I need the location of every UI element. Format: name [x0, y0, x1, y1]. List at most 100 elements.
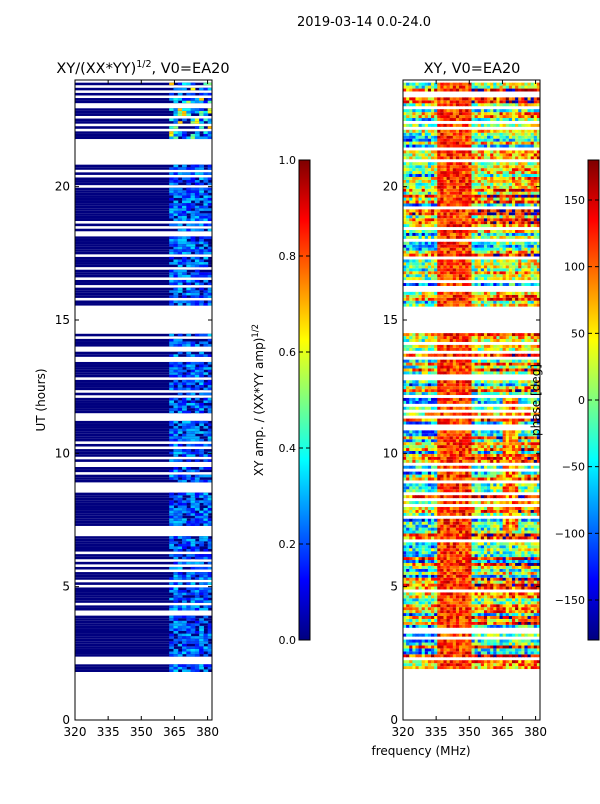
phase-cell — [500, 483, 504, 486]
phase-cell — [490, 592, 494, 595]
phase-cell — [419, 613, 423, 616]
phase-cell — [481, 607, 485, 610]
phase-cell — [518, 466, 522, 469]
phase-cell — [415, 371, 419, 374]
phase-cell — [528, 613, 532, 616]
phase-cell — [465, 380, 469, 383]
phase-cell — [478, 510, 482, 513]
phase-cell — [434, 472, 438, 475]
amp-cell — [186, 475, 191, 478]
phase-cell — [462, 619, 466, 622]
phase-cell — [437, 457, 441, 460]
phase-cell — [493, 575, 497, 578]
phase-cell — [534, 531, 538, 534]
amp-cell — [178, 459, 183, 462]
phase-cell — [509, 575, 513, 578]
phase-cell — [472, 386, 476, 389]
amp-cell — [203, 93, 208, 96]
phase-cell — [403, 607, 407, 610]
phase-cell — [484, 643, 488, 646]
phase-cell — [422, 663, 426, 666]
phase-cell — [447, 598, 451, 601]
phase-cell — [431, 625, 435, 628]
amp-cell — [178, 249, 183, 252]
phase-cell — [453, 660, 457, 663]
phase-cell — [531, 584, 535, 587]
amp-cell — [182, 434, 187, 437]
phase-cell — [443, 407, 447, 410]
phase-cell — [443, 430, 447, 433]
phase-cell — [521, 507, 525, 510]
amp-cell — [186, 470, 191, 473]
phase-cell — [475, 507, 479, 510]
phase-cell — [493, 534, 497, 537]
phase-cell — [425, 622, 429, 625]
phase-cell — [521, 483, 525, 486]
phase-cell — [496, 510, 500, 513]
phase-cell — [453, 483, 457, 486]
amp-cell — [173, 188, 178, 191]
phase-cell — [506, 566, 510, 569]
phase-cell — [521, 386, 525, 389]
phase-cell — [415, 572, 419, 575]
phase-cell — [490, 386, 494, 389]
phase-cell — [425, 448, 429, 451]
phase-cell — [509, 536, 513, 539]
phase-cell — [481, 551, 485, 554]
phase-cell — [434, 380, 438, 383]
amp-cell — [199, 406, 204, 409]
phase-cell — [481, 534, 485, 537]
amp-cell — [173, 293, 178, 296]
amp-cell — [203, 459, 208, 462]
phase-cell — [403, 495, 407, 498]
phase-cell — [443, 433, 447, 436]
phase-cell — [431, 401, 435, 404]
amp-cell — [182, 275, 187, 278]
phase-cell — [428, 442, 432, 445]
phase-cell — [425, 534, 429, 537]
phase-cell — [503, 454, 507, 457]
phase-cell — [490, 439, 494, 442]
amp-cell — [199, 101, 204, 104]
amp-cell — [169, 546, 174, 549]
phase-cell — [521, 643, 525, 646]
phase-cell — [419, 545, 423, 548]
amp-cell — [191, 172, 196, 175]
phase-cell — [515, 383, 519, 386]
phase-cell — [431, 525, 435, 528]
phase-cell — [478, 569, 482, 572]
amp-cell — [182, 257, 187, 260]
phase-cell — [509, 433, 513, 436]
phase-cell — [450, 651, 454, 654]
phase-cell — [419, 587, 423, 590]
amp-cell — [178, 664, 183, 667]
phase-cell — [524, 430, 528, 433]
phase-cell — [506, 401, 510, 404]
phase-cell — [425, 433, 429, 436]
phase-cell — [409, 572, 413, 575]
phase-cell — [503, 651, 507, 654]
phase-cell — [462, 601, 466, 604]
phase-cell — [440, 371, 444, 374]
amp-cell — [199, 495, 204, 498]
phase-cell — [528, 604, 532, 607]
phase-cell — [453, 419, 457, 422]
phase-cell — [468, 604, 472, 607]
phase-cell — [509, 566, 513, 569]
phase-cell — [509, 610, 513, 613]
amp-cell — [178, 452, 183, 455]
phase-cell — [475, 534, 479, 537]
phase-cell — [506, 460, 510, 463]
phase-cell — [468, 598, 472, 601]
phase-cell — [493, 439, 497, 442]
phase-cell — [493, 413, 497, 416]
phase-cell — [419, 625, 423, 628]
phase-cell — [456, 616, 460, 619]
phase-cell — [456, 604, 460, 607]
phase-cell — [472, 666, 476, 669]
phase-cell — [425, 536, 429, 539]
phase-cell — [534, 545, 538, 548]
phase-cell — [509, 581, 513, 584]
amp-cell — [186, 244, 191, 247]
phase-cell — [447, 531, 451, 534]
